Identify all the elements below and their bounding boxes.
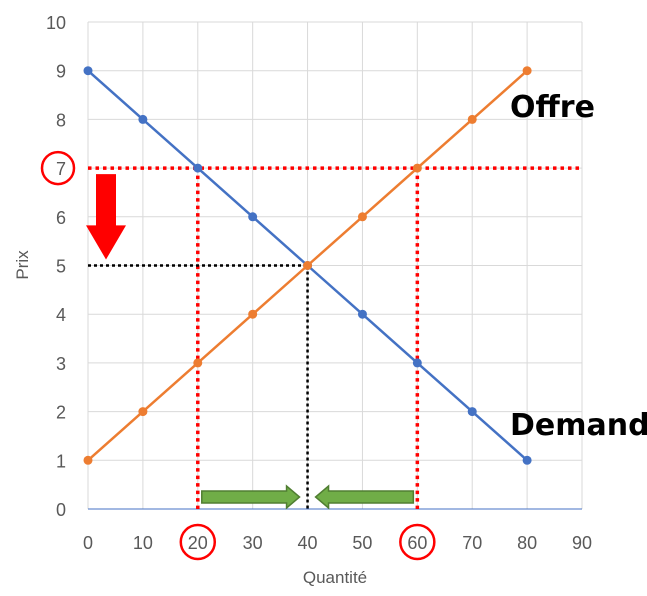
x-tick-label: 10 [133,533,153,553]
x-tick-label: 40 [298,533,318,553]
y-tick-label: 3 [56,354,66,374]
data-point-offre [467,114,477,124]
y-tick-label: 1 [56,451,66,471]
y-tick-label: 0 [56,500,66,520]
x-axis-title: Quantité [303,568,367,587]
y-tick-label: 2 [56,403,66,423]
x-tick-label: 90 [572,533,592,553]
series-group [83,66,532,465]
data-point-demande [357,309,367,319]
down-arrow-icon [86,174,126,260]
right-arrow-icon [201,484,301,510]
x-tick-label: 30 [243,533,263,553]
data-point-offre [193,358,203,368]
labels: Quantité Prix Offre Demande [13,90,647,587]
series-label-offre: Offre [510,90,595,125]
reference-lines [88,166,582,509]
x-tick-label: 60 [407,533,427,553]
x-tick-label: 70 [462,533,482,553]
data-point-offre [357,212,367,222]
circle-highlight-y-7 [40,150,76,186]
left-arrow-icon [314,484,415,510]
data-point-offre [248,309,258,319]
x-tick-label: 20 [188,533,208,553]
data-point-demande [83,66,93,76]
data-point-offre [412,163,422,173]
y-axis-title: Prix [13,250,32,280]
data-point-offre [83,455,93,465]
axes: 0 10 20 30 40 50 60 70 80 90 0 1 2 3 4 5 6 7 8 9 10 [46,13,592,553]
y-tick-label: 6 [56,208,66,228]
annotations [40,150,436,561]
data-point-demande [467,407,477,417]
y-tick-label: 7 [56,159,66,179]
y-tick-label: 8 [56,110,66,130]
data-point-demande [193,163,203,173]
data-point-offre [138,407,148,417]
x-tick-label: 80 [517,533,537,553]
x-tick-label: 50 [352,533,372,553]
series-label-demande: Demande [510,408,647,443]
circle-highlight-x-20 [179,523,217,561]
y-tick-label: 9 [56,62,66,82]
data-point-demande [248,212,258,222]
data-point-offre [522,66,532,76]
circle-highlight-x-60 [399,523,436,561]
y-tick-label: 4 [56,305,66,325]
x-tick-label: 0 [83,533,93,553]
y-tick-label: 5 [56,257,66,277]
data-point-demande [522,455,532,465]
data-point-demande [138,114,148,124]
data-point-demande [412,358,422,368]
data-point-offre [303,261,313,270]
y-tick-label: 10 [46,13,66,33]
